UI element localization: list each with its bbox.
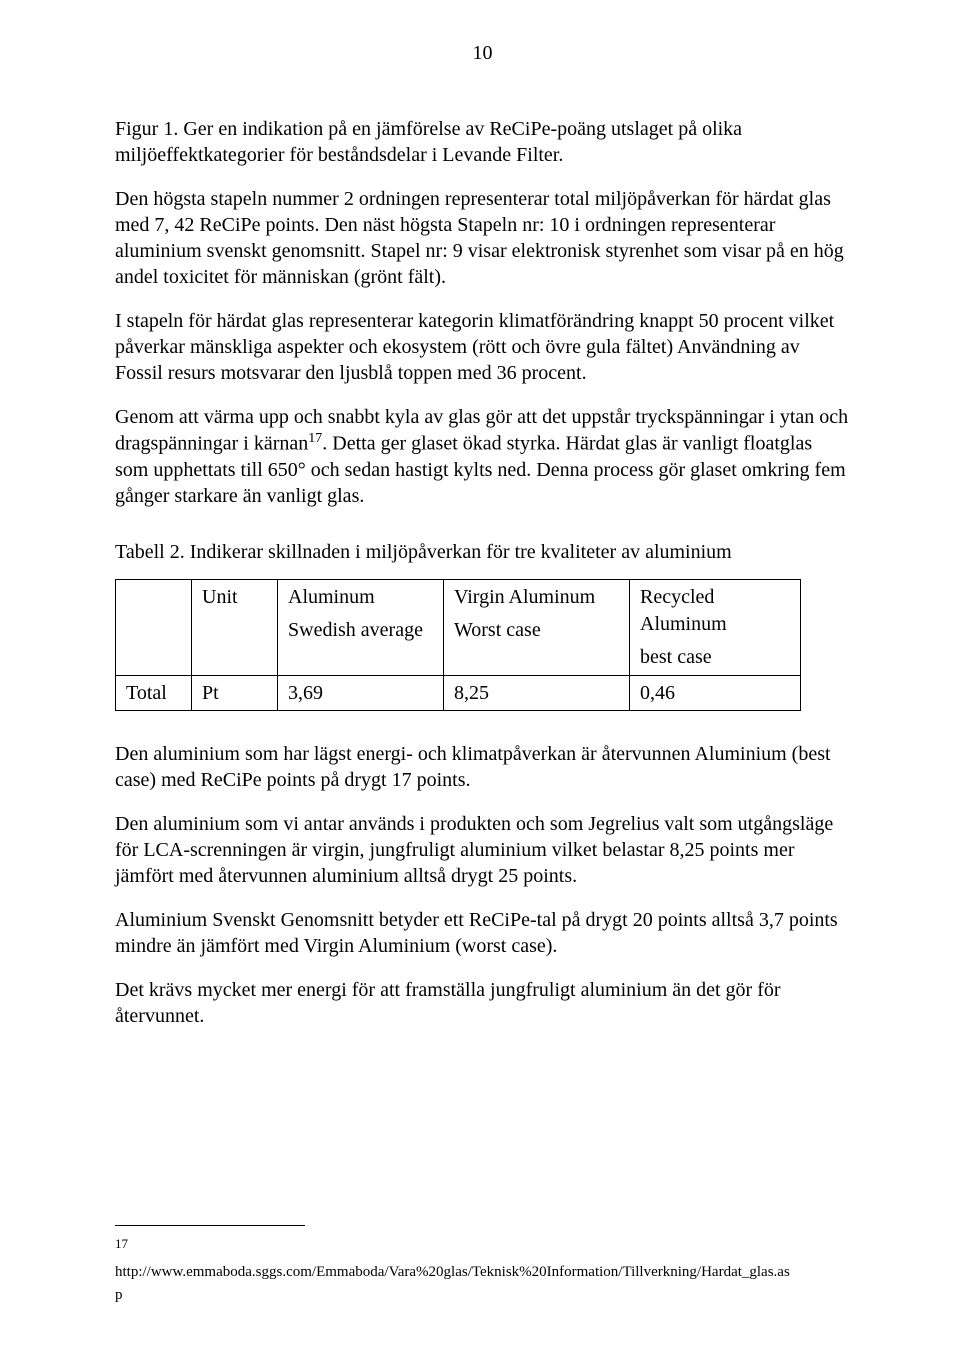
- paragraph-5: Den aluminium som har lägst energi- och …: [115, 741, 850, 793]
- table-head-aluminum-swedish: Aluminum Swedish average: [278, 579, 444, 675]
- footnote-text-line1: http://www.emmaboda.sggs.com/Emmaboda/Va…: [115, 1261, 850, 1284]
- table-data-row: Total Pt 3,69 8,25 0,46: [116, 675, 801, 710]
- footnote-ref-17: 17: [308, 431, 322, 446]
- table-header-row: Unit Aluminum Swedish average Virgin Alu…: [116, 579, 801, 675]
- table-2-caption: Tabell 2. Indikerar skillnaden i miljöpå…: [115, 539, 850, 565]
- table-head-a-line1: Aluminum: [288, 584, 433, 611]
- footnote-area: 17 http://www.emmaboda.sggs.com/Emmaboda…: [115, 1225, 850, 1307]
- table-head-empty: [116, 579, 192, 675]
- table-head-recycled: Recycled Aluminum best case: [630, 579, 801, 675]
- table-cell-a: 3,69: [278, 675, 444, 710]
- paragraph-2: Den högsta stapeln nummer 2 ordningen re…: [115, 186, 850, 290]
- paragraph-7: Aluminium Svenskt Genomsnitt betyder ett…: [115, 907, 850, 959]
- page-number: 10: [115, 40, 850, 66]
- footnote-rule: [115, 1225, 305, 1226]
- table-2: Unit Aluminum Swedish average Virgin Alu…: [115, 579, 801, 711]
- table-cell-b: 8,25: [444, 675, 630, 710]
- footnote-text-line2: p: [115, 1284, 850, 1307]
- table-head-b-line1: Virgin Aluminum: [454, 584, 619, 611]
- footnote-number: 17: [115, 1236, 128, 1251]
- table-head-c-line2: best case: [640, 644, 790, 671]
- table-cell-total-label: Total: [116, 675, 192, 710]
- paragraph-1: Figur 1. Ger en indikation på en jämföre…: [115, 116, 850, 168]
- table-head-a-line2: Swedish average: [288, 617, 433, 644]
- paragraph-4: Genom att värma upp och snabbt kyla av g…: [115, 404, 850, 509]
- paragraph-6: Den aluminium som vi antar används i pro…: [115, 811, 850, 889]
- paragraph-8: Det krävs mycket mer energi för att fram…: [115, 977, 850, 1029]
- paragraph-3: I stapeln för härdat glas representerar …: [115, 308, 850, 386]
- table-head-unit: Unit: [192, 579, 278, 675]
- table-head-c-line1: Recycled Aluminum: [640, 584, 790, 638]
- table-cell-c: 0,46: [630, 675, 801, 710]
- table-cell-unit: Pt: [192, 675, 278, 710]
- table-head-b-line2: Worst case: [454, 617, 619, 644]
- table-head-virgin: Virgin Aluminum Worst case: [444, 579, 630, 675]
